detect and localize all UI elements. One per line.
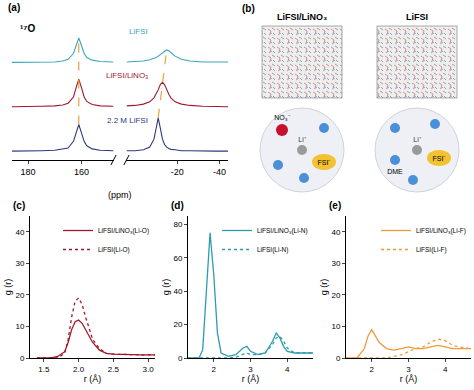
svg-text:¹⁷O: ¹⁷O	[20, 23, 35, 34]
svg-text:3: 3	[248, 365, 253, 374]
svg-text:160: 160	[74, 167, 89, 177]
svg-text:NO₃⁻: NO₃⁻	[274, 114, 290, 121]
svg-text:Li⁺: Li⁺	[298, 136, 306, 143]
svg-text:LiFSI/LiNO₃: LiFSI/LiNO₃	[106, 71, 148, 80]
svg-text:2: 2	[212, 365, 217, 374]
svg-text:0: 0	[178, 354, 183, 363]
svg-text:20: 20	[15, 291, 24, 300]
svg-text:30: 30	[15, 259, 24, 268]
svg-text:-40: -40	[213, 167, 226, 177]
svg-text:2: 2	[370, 365, 375, 374]
svg-text:(a): (a)	[8, 2, 20, 13]
svg-text:3.0: 3.0	[142, 365, 154, 374]
svg-text:(b): (b)	[242, 3, 255, 14]
svg-text:80: 80	[173, 220, 182, 229]
svg-text:10: 10	[331, 322, 340, 331]
svg-text:LiFSI/LiNO₃(Li-N): LiFSI/LiNO₃(Li-N)	[257, 227, 308, 235]
svg-text:(ppm): (ppm)	[108, 190, 132, 200]
svg-text:LiFSI(Li-F): LiFSI(Li-F)	[416, 246, 447, 254]
svg-text:g (r): g (r)	[319, 279, 329, 296]
svg-text:20: 20	[331, 291, 340, 300]
svg-text:LiFSI: LiFSI	[129, 27, 148, 36]
svg-text:3: 3	[406, 365, 411, 374]
svg-text:g (r): g (r)	[161, 279, 171, 296]
svg-text:(d): (d)	[171, 200, 184, 211]
svg-text:FSI⁻: FSI⁻	[318, 159, 332, 166]
svg-text:LiFSI/LiNO₃(Li-F): LiFSI/LiNO₃(Li-F)	[416, 227, 466, 235]
svg-text:0: 0	[336, 354, 341, 363]
svg-text:r (Å): r (Å)	[84, 374, 102, 384]
svg-text:g (r): g (r)	[3, 279, 13, 296]
svg-text:LiFSI(Li-O): LiFSI(Li-O)	[98, 246, 130, 254]
svg-text:1.5: 1.5	[38, 365, 50, 374]
svg-text:LiFSI/LiNO₃(Li-O): LiFSI/LiNO₃(Li-O)	[98, 227, 149, 235]
svg-text:2.5: 2.5	[108, 365, 120, 374]
svg-text:r (Å): r (Å)	[400, 374, 418, 384]
svg-text:(c): (c)	[13, 200, 25, 211]
svg-text:20: 20	[173, 320, 182, 329]
svg-text:LiFSI(Li-N): LiFSI(Li-N)	[257, 246, 288, 254]
svg-text:40: 40	[331, 228, 340, 237]
svg-text:DME: DME	[387, 168, 403, 175]
svg-text:60: 60	[173, 254, 182, 263]
svg-text:-20: -20	[171, 167, 184, 177]
svg-text:40: 40	[15, 228, 24, 237]
svg-text:4: 4	[285, 365, 290, 374]
svg-text:180: 180	[21, 167, 36, 177]
svg-text:40: 40	[173, 287, 182, 296]
svg-text:LiFSI: LiFSI	[406, 12, 428, 22]
svg-text:2.2 M LiFSI: 2.2 M LiFSI	[107, 116, 148, 125]
svg-text:LiFSI/LiNO₃: LiFSI/LiNO₃	[277, 12, 327, 22]
svg-text:r (Å): r (Å)	[242, 374, 260, 384]
svg-text:0: 0	[20, 354, 25, 363]
svg-text:10: 10	[15, 322, 24, 331]
svg-text:30: 30	[331, 259, 340, 268]
svg-text:(e): (e)	[329, 200, 341, 211]
svg-text:FSI⁻: FSI⁻	[433, 155, 447, 162]
svg-text:4: 4	[443, 365, 448, 374]
svg-text:2.0: 2.0	[73, 365, 85, 374]
svg-text:Li⁺: Li⁺	[413, 136, 421, 143]
